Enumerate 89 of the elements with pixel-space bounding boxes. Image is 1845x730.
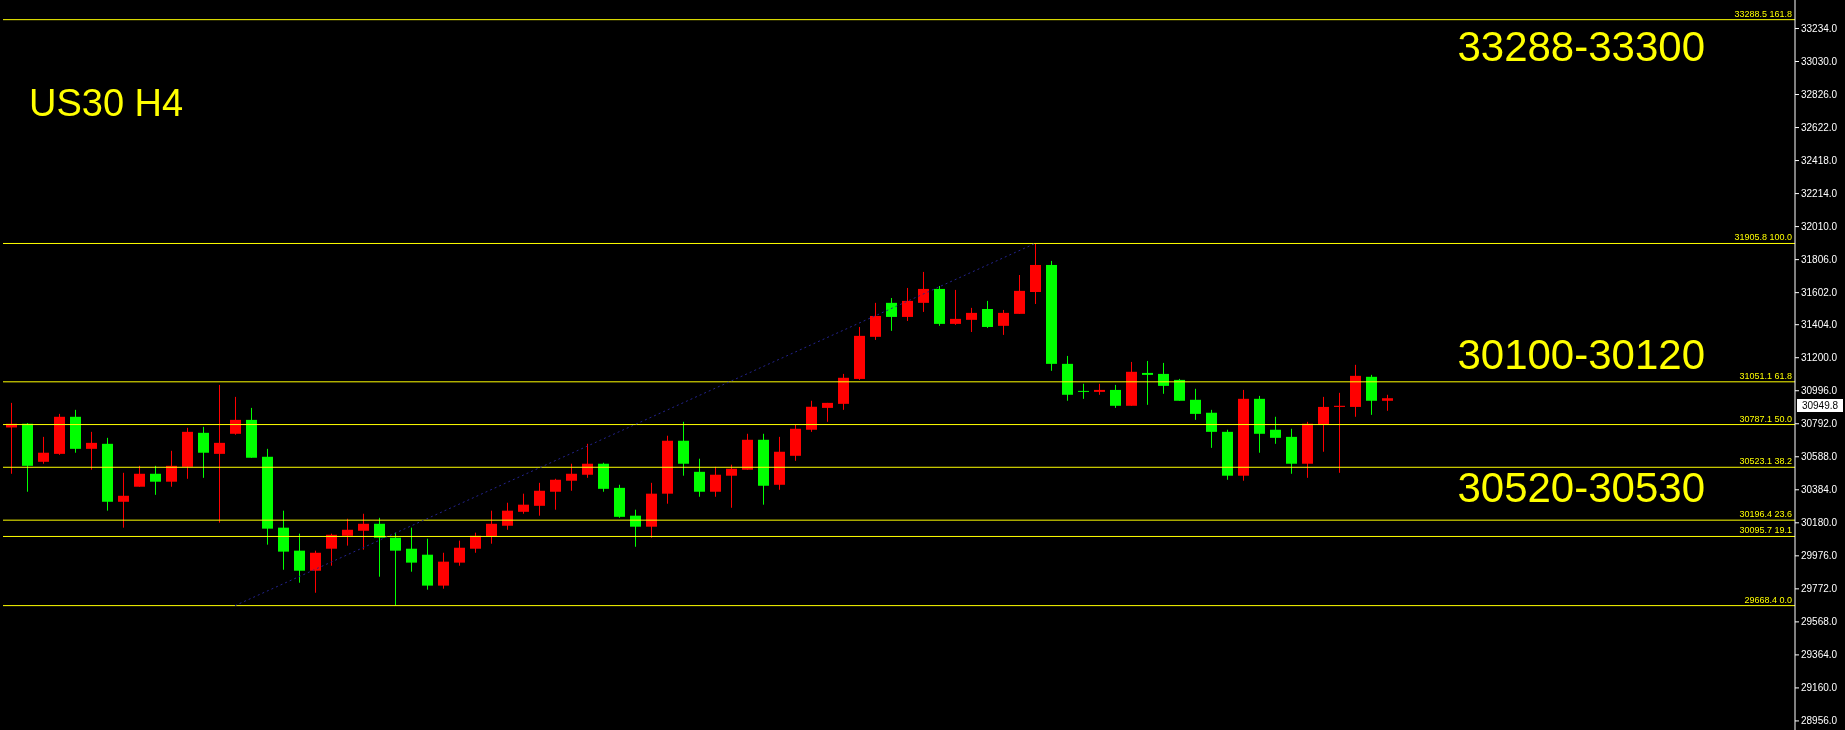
y-tick-label: 29772.0 [1801,583,1838,595]
y-tick-label: 30384.0 [1801,484,1838,496]
candlestick [134,465,145,488]
y-tick-label: 32010.0 [1801,221,1838,233]
candlestick [550,478,561,511]
y-tick-label: 33030.0 [1801,56,1838,68]
candlestick [214,384,225,524]
ref-line-label: 30787.1 50.0 [1739,413,1792,424]
y-tick-label: 32826.0 [1801,89,1838,101]
candlestick [694,458,705,498]
candlestick [1270,416,1281,445]
candlestick [534,482,545,517]
ref-line-label: 30523.1 38.2 [1739,456,1792,467]
candlestick [982,300,993,329]
text: US30 H4 [29,82,184,124]
candlestick [406,527,417,573]
candlestick [1158,362,1169,395]
candlestick [198,426,209,479]
candlestick [342,518,353,547]
ref-line-label: 31051.1 61.8 [1739,370,1792,381]
candlestick [1078,383,1089,400]
candlestick [502,502,513,531]
candlestick [486,510,497,545]
candlestick [230,396,241,436]
candlestick [326,533,337,567]
candlestick [150,465,161,496]
y-tick-label: 31602.0 [1801,287,1838,299]
candlestick [86,431,97,471]
y-tick-label: 33234.0 [1801,23,1838,35]
y-tick-label: 32418.0 [1801,155,1838,167]
candlestick [294,533,305,584]
candlestick [806,400,817,433]
candlestick [1318,396,1329,453]
y-tick-label: 32214.0 [1801,188,1838,200]
candlestick [470,532,481,554]
candlestick [886,297,897,332]
y-tick-label: 31806.0 [1801,254,1838,266]
annotation: 30520-30530 [1457,464,1705,511]
candlestick [166,450,177,488]
candlestick [918,271,929,313]
candlestick [118,472,129,529]
annotation: 33288-33300 [1457,23,1705,70]
y-tick-label: 29976.0 [1801,550,1838,562]
candlestick [1174,378,1185,402]
ref-line-label: 33288.5 161.8 [1734,8,1792,19]
candlestick [390,532,401,607]
candlestick [38,436,49,465]
y-tick-label: 28956.0 [1801,715,1838,727]
y-tick-label: 31404.0 [1801,319,1838,331]
y-tick-label: 30996.0 [1801,385,1838,397]
candlestick [950,289,961,326]
ref-line-label: 31905.8 100.0 [1734,232,1792,243]
candlestick [998,309,1009,336]
y-tick-label: 29364.0 [1801,649,1838,661]
annotation: 30100-30120 [1457,331,1705,378]
candlestick [358,513,369,551]
candlestick [582,443,593,479]
y-tick-label: 30180.0 [1801,517,1838,529]
candlestick [374,517,385,578]
candlestick [966,307,977,333]
y-tick-label: 30792.0 [1801,418,1838,430]
y-tick-label: 29160.0 [1801,682,1838,694]
ref-line-label: 30095.7 19.1 [1739,525,1792,536]
y-tick-label: 29568.0 [1801,616,1838,628]
candlestick [454,540,465,567]
text: 30949.8 [1797,399,1843,412]
candlestick [518,493,529,515]
candlestick [566,463,577,492]
y-tick-label: 31200.0 [1801,352,1838,364]
candlestick [310,550,321,594]
candlestick [1014,274,1025,315]
candlestick [1366,374,1377,416]
candlestick [278,510,289,571]
y-tick-label: 30588.0 [1801,451,1838,463]
candlestick [1110,384,1121,409]
candlestick [438,552,449,590]
candlestick [726,464,737,509]
candlestick [1334,392,1345,474]
candlestick [710,466,721,498]
candlestick [1206,409,1217,449]
candlestick [1190,388,1201,421]
ref-line-label: 30196.4 23.6 [1739,509,1792,520]
candlestick [630,509,641,548]
candlestick [902,287,913,322]
candlestick [1142,360,1153,406]
y-tick-label: 32622.0 [1801,122,1838,134]
ref-line-label: 29668.4 0.0 [1744,594,1792,605]
candlestick [678,421,689,477]
candlestick [870,302,881,341]
